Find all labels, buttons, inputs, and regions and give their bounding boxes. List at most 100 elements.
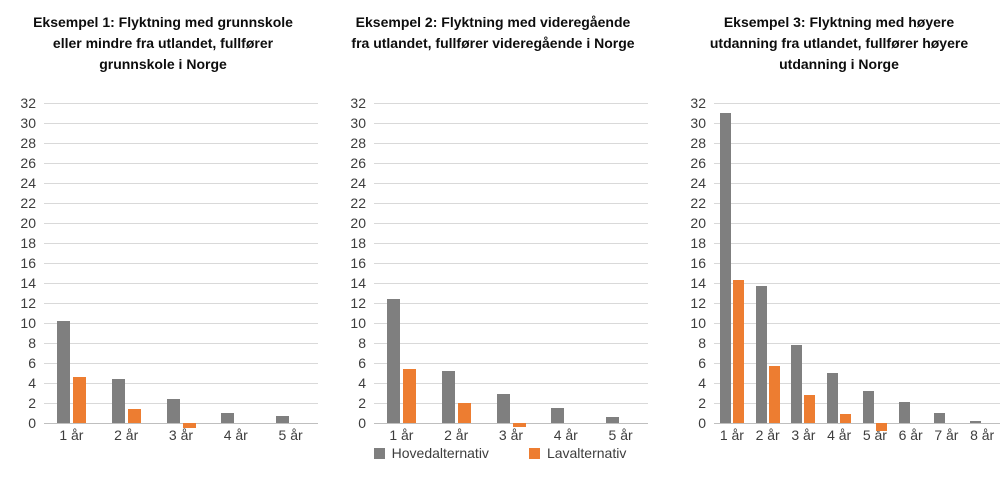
gridline xyxy=(44,383,318,384)
y-tick-label: 16 xyxy=(690,255,706,271)
bar-hovedalternativ-4-år xyxy=(221,413,235,423)
y-axis: 32 30 28 26 24 22 20 18 16 14 12 10 8 6 4 2 0 xyxy=(8,95,44,431)
chart-title-line: utdanning fra utlandet, fullfører høyere xyxy=(709,35,969,51)
y-tick-label: 24 xyxy=(690,175,706,191)
y-axis: 32 30 28 26 24 22 20 18 16 14 12 10 8 6 4 2 0 xyxy=(338,95,374,431)
legend-label: Hovedalternativ xyxy=(391,445,489,461)
y-tick-label: 2 xyxy=(358,395,366,411)
y-tick-label: 16 xyxy=(20,255,36,271)
y-tick-label: 32 xyxy=(20,95,36,111)
chart-legend: Hovedalternativ Lavalternativ xyxy=(0,445,1000,461)
gridline xyxy=(374,323,648,324)
y-tick-label: 2 xyxy=(698,395,706,411)
bar-hovedalternativ-5-år xyxy=(862,391,874,423)
y-tick-label: 28 xyxy=(20,135,36,151)
x-tick-label: 7 år xyxy=(934,427,959,443)
gridline xyxy=(44,303,318,304)
y-tick-label: 6 xyxy=(358,355,366,371)
x-tick-label: 3 år xyxy=(168,427,194,443)
x-axis-line xyxy=(714,423,1000,424)
chart-title: Eksempel 1: Flyktning med grunnskole elle… xyxy=(8,10,318,96)
bar-hovedalternativ-1-år xyxy=(56,321,70,423)
bar-lavalternativ-1-år xyxy=(72,377,86,423)
y-tick-label: 4 xyxy=(28,375,36,391)
chart-title-line: Eksempel 2: Flyktning med videregående xyxy=(355,14,631,30)
gridline xyxy=(44,103,318,104)
bar-hovedalternativ-3-år xyxy=(166,399,180,423)
gridline xyxy=(44,263,318,264)
gridline xyxy=(374,203,648,204)
y-tick-label: 32 xyxy=(350,95,366,111)
bar-hovedalternativ-3-år xyxy=(791,345,803,423)
gridline xyxy=(714,163,1000,164)
x-tick-label: 5 år xyxy=(608,427,633,443)
gridline xyxy=(374,283,648,284)
gridline xyxy=(374,123,648,124)
chart-title-line: grunnskole i Norge xyxy=(99,56,227,72)
y-tick-label: 18 xyxy=(690,235,706,251)
plot-area: 1 år 2 år 3 år 4 år 5 år xyxy=(374,103,648,443)
x-tick-label: 2 år xyxy=(444,427,469,443)
x-tick-label: 4 år xyxy=(223,427,248,443)
y-tick-label: 12 xyxy=(20,295,36,311)
bar-hovedalternativ-5-år xyxy=(276,416,290,423)
x-tick-label: 5 år xyxy=(278,427,303,443)
y-tick-label: 26 xyxy=(350,155,366,171)
gridline xyxy=(374,103,648,104)
y-tick-label: 26 xyxy=(690,155,706,171)
y-tick-label: 0 xyxy=(28,415,36,431)
gridline xyxy=(44,243,318,244)
y-tick-label: 12 xyxy=(350,295,366,311)
y-tick-label: 22 xyxy=(690,195,706,211)
plot-area: 1 år 2 år 3 år 4 år 5 år 6 år 7 år 8 år xyxy=(714,103,1000,443)
gridline xyxy=(44,403,318,404)
x-tick-label: 5 år xyxy=(862,427,887,443)
y-tick-label: 14 xyxy=(690,275,706,291)
gridline xyxy=(714,303,1000,304)
y-tick-label: 20 xyxy=(690,215,706,231)
gridline xyxy=(374,163,648,164)
y-tick-label: 8 xyxy=(358,335,366,351)
y-tick-label: 26 xyxy=(20,155,36,171)
bar-hovedalternativ-4-år xyxy=(827,373,839,423)
y-tick-label: 18 xyxy=(350,235,366,251)
gridline xyxy=(714,143,1000,144)
gridline xyxy=(714,343,1000,344)
y-tick-label: 20 xyxy=(350,215,366,231)
bar-hovedalternativ-3-år xyxy=(496,394,510,423)
bar-lavalternativ-5-år xyxy=(875,423,887,431)
y-tick-label: 28 xyxy=(350,135,366,151)
x-tick-label: 4 år xyxy=(827,427,852,443)
x-tick-label: 1 år xyxy=(59,427,84,443)
gridline xyxy=(44,323,318,324)
bar-lavalternativ-4-år xyxy=(840,414,852,423)
plot-area: 1 år 2 år 3 år 4 år 5 år xyxy=(44,103,318,443)
gridline xyxy=(374,383,648,384)
x-tick-label: 6 år xyxy=(898,427,923,443)
x-axis-line xyxy=(374,423,648,424)
bar-hovedalternativ-4-år xyxy=(551,408,565,423)
gridline xyxy=(374,183,648,184)
x-tick-label: 2 år xyxy=(114,427,139,443)
gridline xyxy=(44,183,318,184)
gridline xyxy=(374,403,648,404)
y-tick-label: 0 xyxy=(358,415,366,431)
bar-hovedalternativ-7-år xyxy=(934,413,946,423)
chart-title-line: Eksempel 1: Flyktning med grunnskole xyxy=(33,14,293,30)
y-tick-label: 20 xyxy=(20,215,36,231)
gridline xyxy=(374,243,648,244)
legend-item-lavalternativ: Lavalternativ xyxy=(528,445,626,461)
y-tick-label: 8 xyxy=(28,335,36,351)
y-tick-label: 32 xyxy=(690,95,706,111)
x-axis: 1 år 2 år 3 år 4 år 5 år xyxy=(44,427,318,447)
gridline xyxy=(714,183,1000,184)
gridline xyxy=(44,123,318,124)
bar-hovedalternativ-1-år xyxy=(719,113,731,423)
y-tick-label: 14 xyxy=(20,275,36,291)
bar-hovedalternativ-1-år xyxy=(386,299,400,423)
gridline xyxy=(44,163,318,164)
y-tick-label: 24 xyxy=(20,175,36,191)
gridline xyxy=(714,123,1000,124)
bar-lavalternativ-3-år xyxy=(182,423,196,428)
y-tick-label: 0 xyxy=(698,415,706,431)
